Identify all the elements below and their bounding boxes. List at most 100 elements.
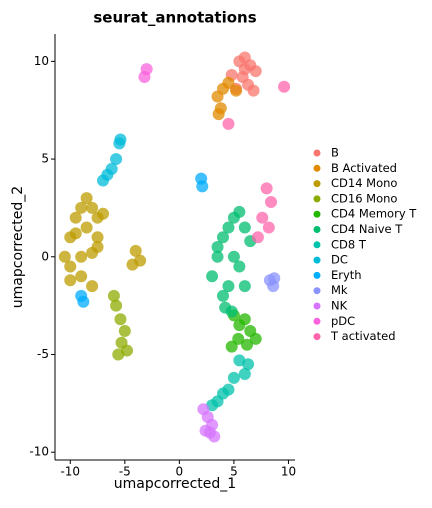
point [230, 84, 243, 97]
point [80, 221, 93, 234]
legend-key [313, 195, 321, 203]
point [222, 280, 235, 293]
x-tick-label: 0 [176, 465, 184, 479]
y-tick-label: -5 [37, 347, 49, 361]
legend-key [313, 317, 321, 325]
point [217, 231, 229, 244]
point [69, 211, 82, 224]
point [97, 207, 109, 220]
point [86, 201, 99, 214]
point [238, 221, 251, 234]
point [64, 274, 77, 287]
x-axis-label: umapcorrected_1 [114, 476, 236, 492]
point [233, 260, 246, 273]
point [222, 117, 235, 130]
point [114, 133, 127, 146]
legend-key [313, 271, 321, 279]
point [77, 295, 90, 308]
point [80, 192, 93, 205]
y-tick-label: -10 [29, 445, 49, 459]
point [211, 241, 224, 253]
point [110, 153, 123, 166]
point [233, 205, 246, 218]
legend-key [313, 287, 321, 295]
legend-label: pDC [331, 314, 355, 328]
point [58, 250, 71, 263]
legend-key [313, 256, 321, 264]
point [75, 250, 88, 263]
point [251, 231, 264, 244]
point [222, 76, 235, 89]
point [241, 338, 253, 351]
point [249, 65, 262, 78]
point [268, 272, 281, 285]
point [199, 424, 212, 437]
point [75, 270, 88, 283]
x-tick-label: -5 [119, 465, 131, 479]
legend-label: CD4 Memory T [331, 207, 417, 221]
point [64, 260, 77, 273]
point [114, 313, 127, 326]
point [211, 250, 224, 263]
y-tick-label: 0 [41, 249, 49, 263]
point [107, 289, 120, 302]
point [118, 325, 131, 338]
point [126, 258, 139, 271]
point [225, 340, 238, 353]
legend-label: B Activated [331, 161, 397, 175]
legend-label: B [331, 146, 339, 160]
point [238, 313, 251, 326]
y-tick-label: 10 [34, 54, 49, 68]
point [206, 270, 219, 283]
legend-label: DC [331, 253, 348, 267]
legend-key [313, 333, 321, 341]
point [97, 174, 109, 187]
point [238, 280, 251, 293]
point [249, 332, 262, 345]
point [217, 289, 229, 302]
legend-label: T activated [330, 329, 396, 343]
x-tick-label: -10 [60, 465, 80, 479]
legend-key [313, 210, 321, 218]
point [86, 246, 99, 259]
legend-label: CD8 T [331, 237, 367, 251]
chart-title: seurat_annotations [93, 9, 256, 27]
legend-key [313, 180, 321, 188]
point [227, 371, 240, 384]
point [110, 299, 123, 312]
point [86, 280, 99, 293]
point [278, 80, 291, 93]
legend-label: Eryth [331, 268, 362, 282]
point [247, 84, 260, 97]
y-tick-label: 5 [41, 152, 49, 166]
point [262, 221, 275, 234]
point [69, 227, 82, 240]
point [238, 368, 251, 381]
y-axis-label: umapcorrected_2 [10, 186, 26, 308]
point [196, 180, 209, 193]
legend-label: NK [331, 299, 348, 313]
point [212, 108, 225, 121]
point [112, 348, 125, 361]
point [225, 305, 238, 318]
point [222, 221, 235, 234]
legend-key [313, 241, 321, 249]
point [75, 201, 88, 214]
point [138, 70, 151, 83]
point [256, 211, 269, 224]
point [242, 358, 255, 371]
point [91, 231, 104, 244]
point [265, 196, 277, 209]
legend-label: CD4 Naive T [331, 222, 403, 236]
legend-key [313, 302, 321, 310]
legend-label: CD14 Mono [331, 176, 397, 190]
x-tick-label: 5 [230, 465, 238, 479]
point [227, 250, 240, 263]
legend-label: CD16 Mono [331, 191, 397, 205]
legend-key [313, 226, 321, 233]
point [260, 182, 273, 195]
point [238, 63, 251, 76]
point [208, 430, 221, 443]
legend-key [313, 149, 321, 157]
